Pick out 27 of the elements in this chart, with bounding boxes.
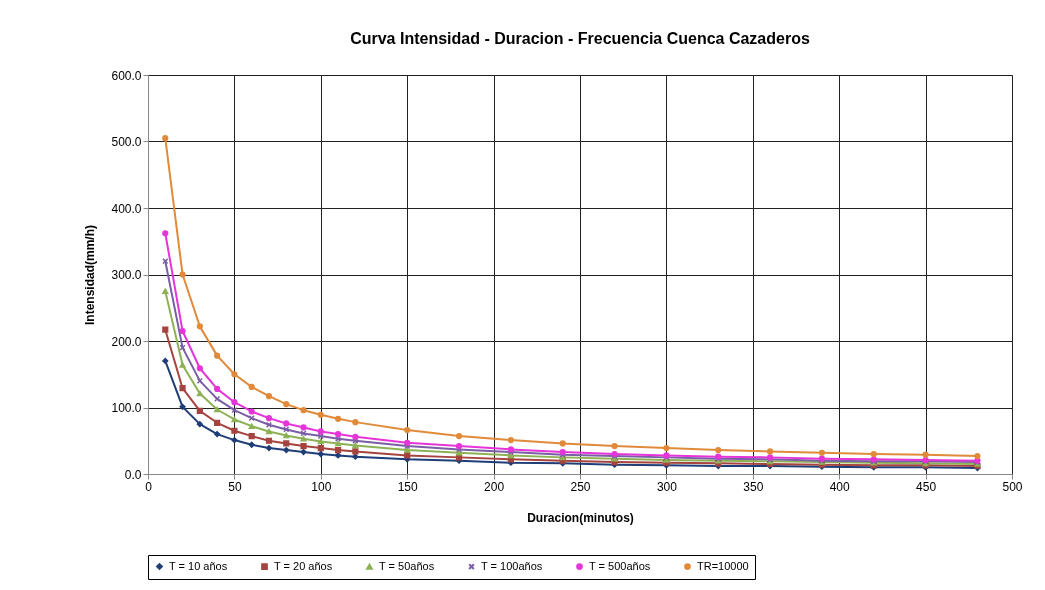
x-tick-label: 100 — [311, 479, 332, 494]
y-axis-title: Intensidad(mm/h) — [83, 224, 98, 326]
x-tick-label: 250 — [570, 479, 591, 494]
legend-label: T = 100años — [481, 559, 543, 572]
legend-label: TR=10000 — [697, 559, 749, 572]
legend-label: T = 50años — [379, 559, 435, 572]
x-tick-label: 350 — [743, 479, 764, 494]
x-tick-label: 50 — [228, 479, 242, 494]
legend-label: T = 20 años — [274, 559, 333, 572]
y-tick-label: 600.0 — [111, 68, 142, 83]
x-tick-label: 300 — [656, 479, 678, 494]
x-axis-title: Duracion(minutos) — [527, 510, 634, 525]
y-tick-label: 200.0 — [111, 334, 142, 349]
legend-label: T = 10 años — [169, 559, 228, 572]
x-tick-label: 450 — [916, 479, 937, 494]
chart-title: Curva Intensidad - Duracion - Frecuencia Cuenca Cazaderos — [350, 30, 810, 47]
y-tick-label: 500.0 — [111, 135, 142, 149]
y-tick-label: 0.0 — [124, 467, 142, 482]
x-tick-label: 500 — [1002, 479, 1023, 494]
y-tick-label: 400.0 — [111, 201, 142, 216]
x-tick-label: 200 — [484, 479, 505, 494]
y-tick-label: 100.0 — [111, 401, 142, 415]
x-tick-label: 0 — [145, 479, 153, 494]
y-tick-label: 300.0 — [111, 268, 142, 282]
x-tick-label: 400 — [829, 479, 851, 494]
x-tick-label: 150 — [397, 479, 419, 494]
legend-label: T = 500años — [589, 559, 651, 572]
